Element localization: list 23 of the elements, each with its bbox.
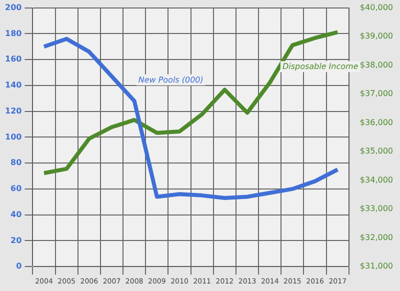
y2-tick-label: $32,000 xyxy=(360,232,394,242)
y-tick-label: 140 xyxy=(4,80,22,90)
y-tick-label: 100 xyxy=(4,132,22,142)
y-tick-label: 40 xyxy=(10,210,22,219)
y-tick-label: 60 xyxy=(10,184,22,194)
y-tick-label: 160 xyxy=(4,54,22,64)
y2-tick-label: $35,000 xyxy=(360,146,394,156)
y2-tick-label: $40,000 xyxy=(360,2,394,12)
y-tick-label: 80 xyxy=(10,158,22,168)
y2-tick-label: $36,000 xyxy=(360,118,394,127)
y2-tick-label: $33,000 xyxy=(360,204,394,214)
y-tick-label: 0 xyxy=(16,262,22,271)
y-tick-label: 180 xyxy=(4,28,22,38)
series-label: New Pools (000) xyxy=(138,75,204,84)
y2-tick-label: $31,000 xyxy=(360,262,394,271)
y-tick-label: 120 xyxy=(4,106,22,116)
series-label: Disposable Income xyxy=(282,62,358,72)
y-tick-label: 20 xyxy=(10,236,22,245)
y2-tick-label: $39,000 xyxy=(360,32,394,41)
y2-tick-label: $34,000 xyxy=(360,175,394,184)
y2-tick-label: $38,000 xyxy=(360,60,394,70)
y2-tick-label: $37,000 xyxy=(360,89,394,98)
y-tick-label: 200 xyxy=(4,2,22,12)
